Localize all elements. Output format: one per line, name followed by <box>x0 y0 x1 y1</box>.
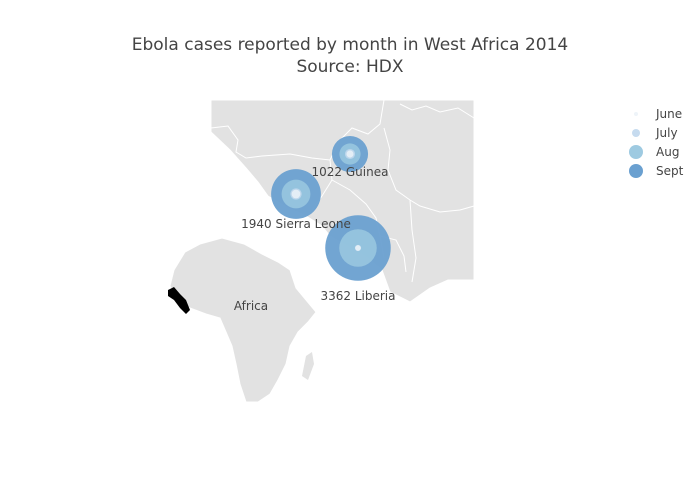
ebola-countries-highlight <box>168 287 190 314</box>
bubble-guinea-june[interactable] <box>346 150 354 158</box>
legend-swatch-aug[interactable] <box>629 145 643 159</box>
legend-label-june[interactable]: June <box>655 107 682 121</box>
bubble-sierra-leone-june[interactable] <box>291 189 301 199</box>
country-border <box>399 103 475 119</box>
country-border <box>409 199 417 283</box>
legend-label-aug[interactable]: Aug <box>656 145 679 159</box>
case-bubbles <box>271 135 391 281</box>
label-liberia: 3362 Liberia <box>321 289 396 303</box>
legend: June July Aug Sept <box>629 107 684 178</box>
west-africa-map <box>210 99 475 303</box>
madagascar <box>302 352 314 380</box>
legend-label-july[interactable]: July <box>655 126 678 140</box>
inset-label: Africa <box>234 299 268 313</box>
africa-inset-map: Africa <box>168 237 317 403</box>
chart-subtitle: Source: HDX <box>296 57 403 77</box>
country-border <box>210 125 331 161</box>
chart-title: Ebola cases reported by month in West Af… <box>132 35 568 55</box>
label-sierra-leone: 1940 Sierra Leone <box>241 217 351 231</box>
label-guinea: 1022 Guinea <box>312 165 389 179</box>
legend-swatch-june[interactable] <box>634 112 638 116</box>
legend-swatch-sept[interactable] <box>629 164 643 178</box>
africa-continent <box>169 237 317 403</box>
bubble-liberia-june[interactable] <box>355 245 361 251</box>
legend-swatch-july[interactable] <box>632 129 640 137</box>
legend-label-sept[interactable]: Sept <box>656 164 684 178</box>
